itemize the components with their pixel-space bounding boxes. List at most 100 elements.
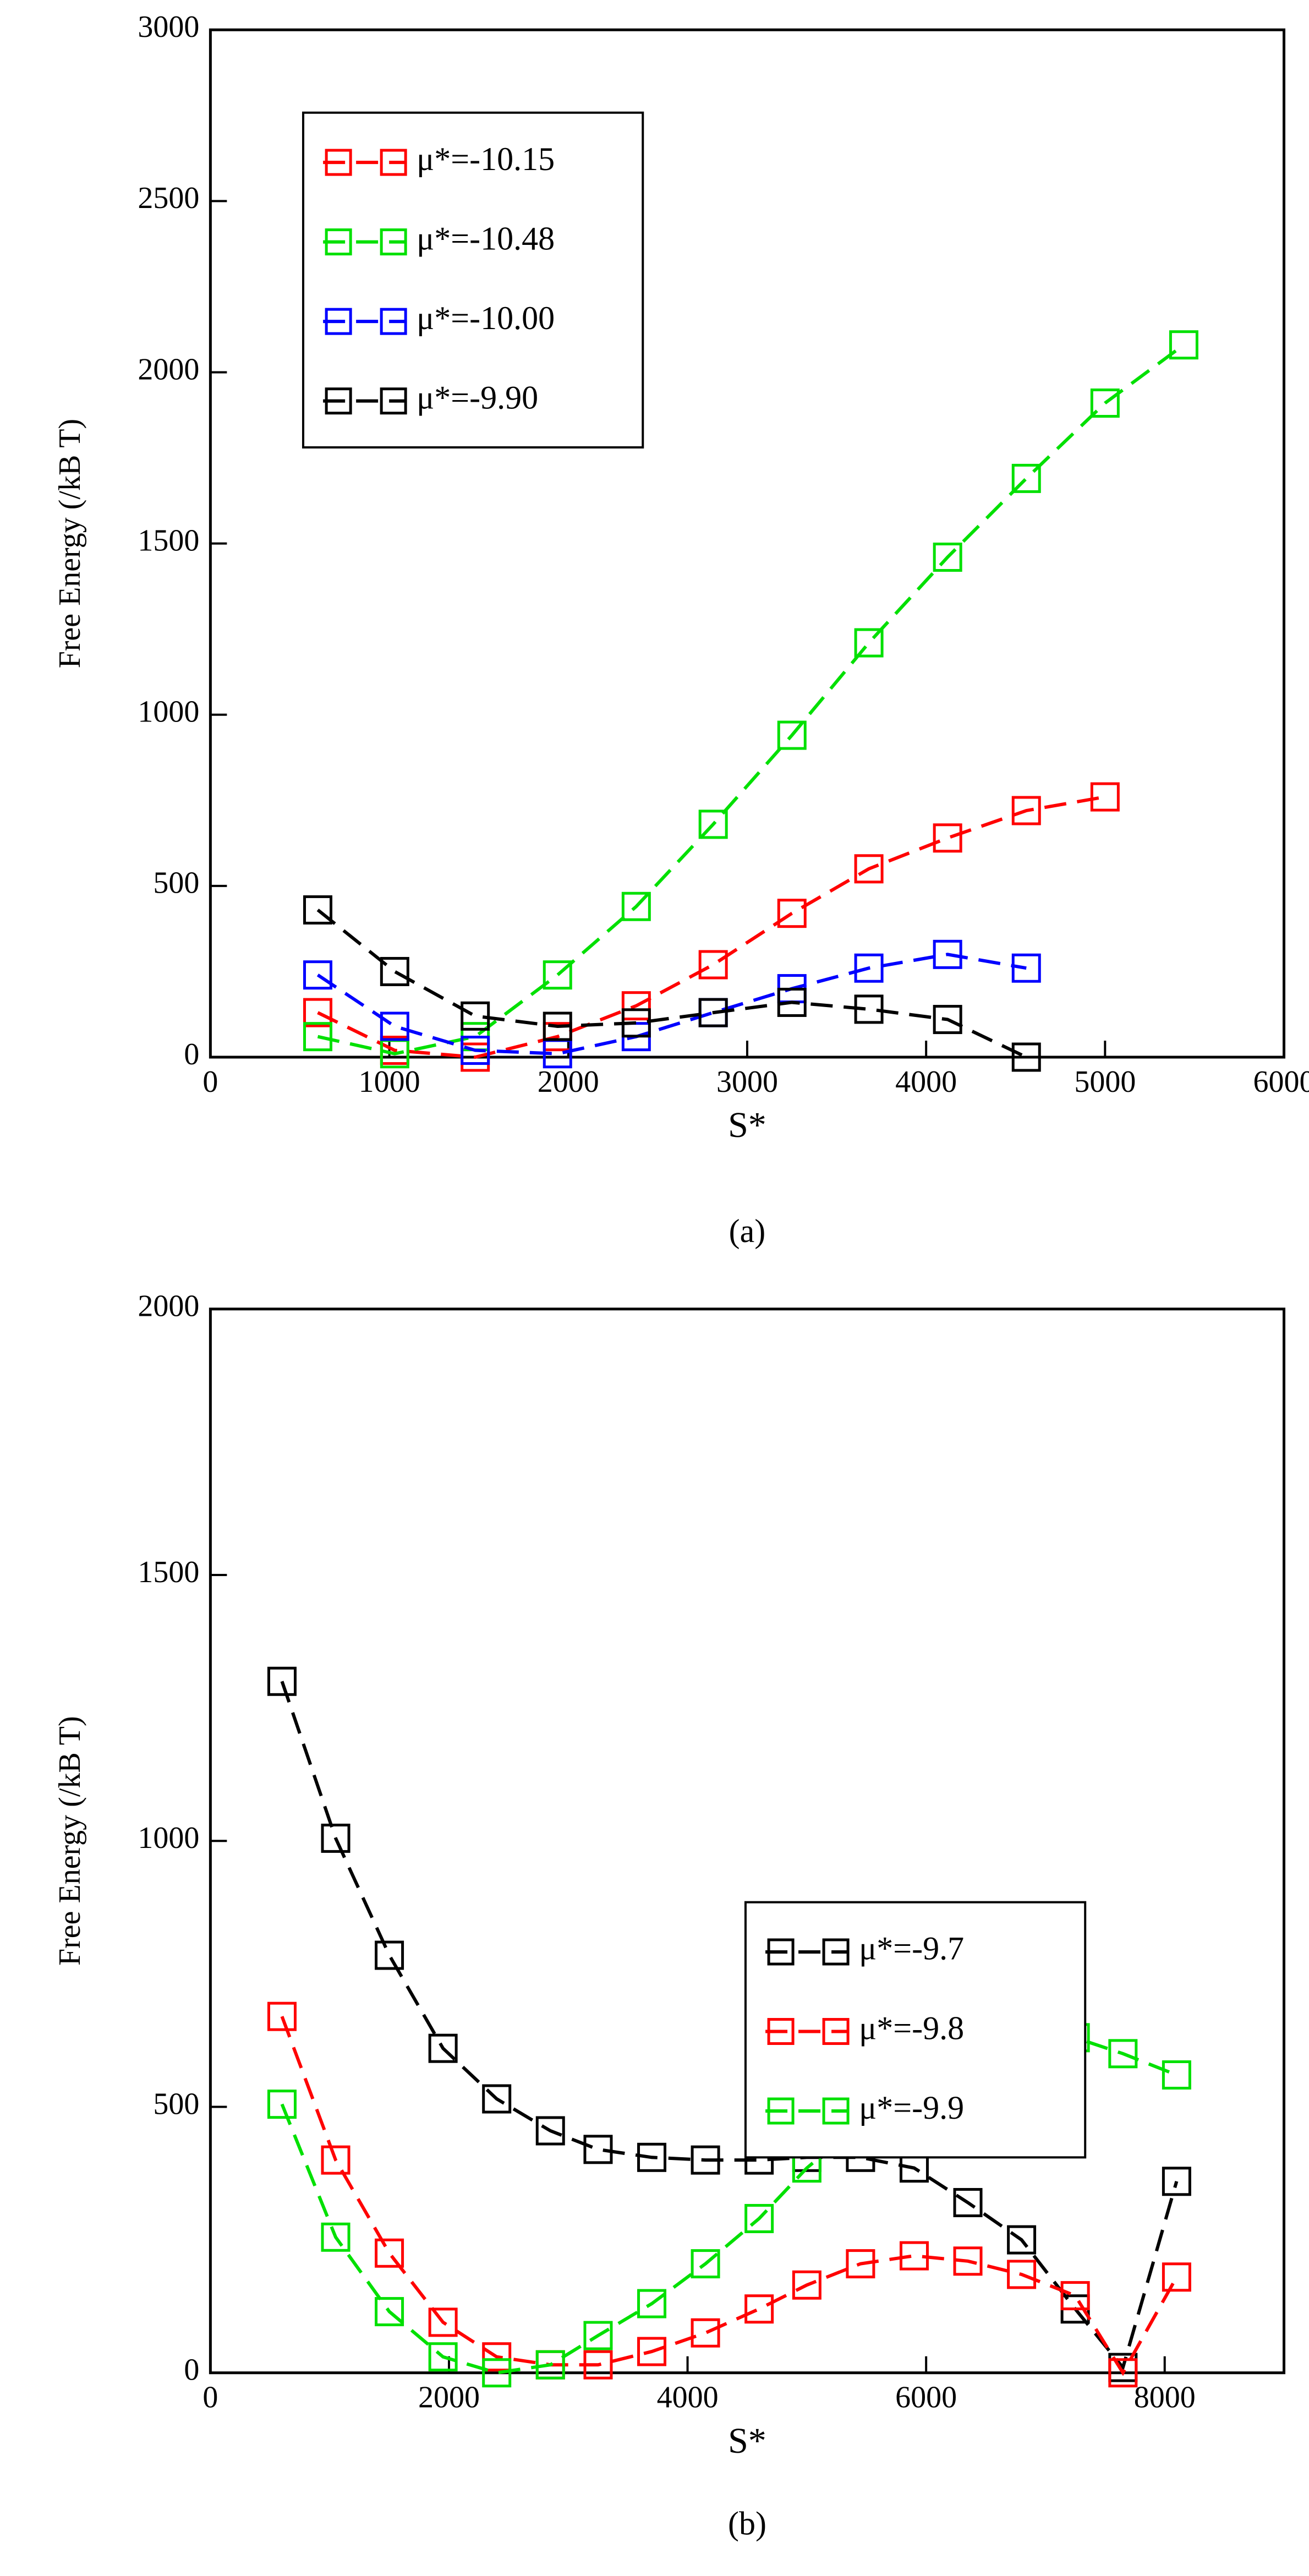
marker [953,2246,983,2276]
marker [583,2135,613,2164]
marker [303,1022,333,1052]
marker [744,2203,774,2233]
marker [535,2116,565,2146]
legend-marker [822,2097,850,2125]
marker [854,953,884,983]
legend-marker [380,308,407,335]
marker [777,899,807,928]
legend-label: μ*=-10.48 [417,220,555,256]
marker [303,960,333,990]
marker [375,1940,404,1970]
y-tick-label: 3000 [138,10,199,44]
marker [375,2297,404,2327]
legend-box [302,111,644,449]
series-line [316,909,1027,1059]
marker [1011,953,1041,983]
marker [933,542,962,572]
y-tick-label: 0 [184,2353,199,2387]
marker [321,2222,350,2252]
marker [461,1001,490,1031]
marker [1162,2167,1191,2196]
x-tick-label: 1000 [359,1065,420,1099]
x-tick-label: 2000 [418,2381,480,2415]
legend-marker [822,1938,850,1966]
marker [428,2342,458,2372]
legend-box [744,1901,1087,2159]
marker [380,1011,409,1041]
marker [303,895,333,925]
marker [854,628,884,658]
marker [267,1666,297,1696]
x-tick-label: 4000 [657,2381,719,2415]
legend-marker [325,228,352,256]
y-tick-label: 2000 [138,352,199,386]
marker [321,1823,350,1853]
marker [637,2142,667,2172]
marker [637,2337,667,2366]
marker [933,823,962,853]
marker [543,960,572,990]
marker [1011,463,1041,493]
x-tick-label: 6000 [1253,1065,1309,1099]
marker [428,2307,458,2337]
marker [698,810,728,839]
legend-marker [325,149,352,176]
marker [380,956,409,986]
marker [899,2241,929,2271]
marker [583,2350,613,2380]
y-tick-label: 1500 [138,523,199,557]
y-tick-label: 2500 [138,181,199,215]
marker [1011,796,1041,825]
x-tick-label: 4000 [895,1065,957,1099]
y-axis-label: Free Energy (/kB T) [53,419,87,669]
legend-marker [767,2097,795,2125]
marker [621,1008,651,1038]
marker [583,2321,613,2350]
marker [1169,330,1198,360]
legend-label: μ*=-10.00 [417,300,555,336]
series-line [280,1681,1179,2371]
marker [543,1011,572,1041]
marker [461,1036,490,1065]
legend-marker [767,2017,795,2045]
y-tick-label: 1000 [138,1821,199,1855]
legend-marker [325,308,352,335]
marker [691,2249,720,2279]
marker [1108,2039,1138,2069]
marker [854,854,884,884]
legend-marker [380,149,407,176]
marker [1090,782,1120,812]
marker [691,2318,720,2348]
legend-marker [380,228,407,256]
x-axis-label: S* [728,1105,766,1145]
marker [953,2187,983,2217]
x-tick-label: 8000 [1134,2381,1196,2415]
series-line [317,795,1105,1059]
marker [267,2001,297,2031]
y-tick-label: 500 [153,866,199,900]
marker [846,2249,875,2279]
series-line [280,2016,1179,2376]
x-tick-label: 5000 [1074,1065,1136,1099]
legend-marker [325,387,352,415]
y-tick-label: 500 [153,2087,199,2121]
y-tick-label: 2000 [138,1289,199,1323]
marker [698,950,728,980]
legend-label: μ*=-9.7 [859,1930,964,1967]
marker [854,994,884,1024]
caption: (b) [728,2506,766,2542]
marker [482,2358,512,2388]
marker [303,998,333,1027]
marker [1011,1042,1041,1072]
series-line [317,343,1185,1055]
y-tick-label: 1000 [138,695,199,729]
marker [375,2238,404,2268]
marker [1090,388,1120,418]
series-line [316,953,1027,1055]
marker [267,2090,297,2119]
marker [482,2084,512,2114]
legend-marker [380,387,407,415]
x-tick-label: 3000 [716,1065,778,1099]
marker [621,892,651,921]
x-axis-label: S* [728,2421,766,2461]
